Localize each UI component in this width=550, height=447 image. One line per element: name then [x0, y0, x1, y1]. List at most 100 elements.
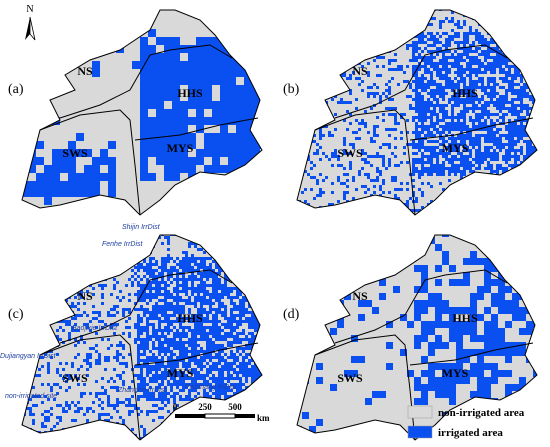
- irrigated-cell: [134, 341, 137, 344]
- irrigated-cell: [257, 395, 260, 398]
- irrigated-cell: [529, 38, 532, 41]
- irrigated-cell: [478, 77, 481, 80]
- irrigated-cell: [164, 257, 167, 260]
- irrigated-cell: [508, 65, 511, 68]
- irrigated-cell: [220, 61, 228, 69]
- irrigated-cell: [382, 56, 385, 59]
- irrigated-cell: [505, 17, 508, 20]
- irrigated-cell: [337, 179, 340, 182]
- irrigated-cell: [167, 323, 170, 326]
- irrigated-cell: [361, 212, 364, 215]
- irrigated-cell: [397, 200, 400, 203]
- irrigated-cell: [245, 338, 248, 341]
- irrigated-cell: [185, 263, 188, 266]
- irrigated-cell: [511, 134, 514, 137]
- irrigated-cell: [439, 26, 442, 29]
- irrigated-cell: [173, 314, 176, 317]
- irrigated-cell: [535, 152, 537, 155]
- irrigated-cell: [532, 41, 535, 44]
- irrigated-cell: [263, 308, 266, 311]
- irrigated-cell: [164, 374, 167, 377]
- irrigated-cell: [352, 131, 355, 134]
- irrigated-cell: [514, 89, 517, 92]
- irrigated-cell: [529, 194, 532, 197]
- irrigated-cell: [65, 410, 68, 413]
- irrigated-cell: [107, 380, 110, 383]
- irrigated-cell: [116, 431, 119, 434]
- irrigated-cell: [454, 200, 457, 203]
- irrigated-cell: [508, 143, 511, 146]
- irrigated-cell: [209, 302, 212, 305]
- irrigated-cell: [358, 5, 361, 8]
- irrigated-cell: [364, 44, 367, 47]
- irrigated-cell: [427, 170, 430, 173]
- irrigated-cell: [218, 239, 221, 242]
- irrigated-cell: [146, 392, 149, 395]
- irrigated-cell: [463, 155, 466, 158]
- irrigated-cell: [185, 407, 188, 410]
- irrigated-cell: [460, 56, 463, 59]
- irrigated-cell: [508, 131, 511, 134]
- irrigated-cell: [228, 149, 236, 157]
- irrigated-cell: [107, 422, 110, 425]
- irrigated-cell: [86, 269, 89, 272]
- irrigated-cell: [454, 98, 457, 101]
- irrigated-cell: [478, 167, 481, 170]
- irrigated-cell: [514, 98, 517, 101]
- irrigated-cell: [167, 347, 170, 350]
- irrigated-cell: [535, 167, 537, 170]
- irrigated-cell: [457, 20, 460, 23]
- irrigated-cell: [146, 332, 149, 335]
- irrigated-cell: [454, 164, 457, 167]
- irrigated-cell: [343, 23, 346, 26]
- irrigated-cell: [343, 206, 346, 209]
- irrigated-cell: [484, 59, 487, 62]
- irrigated-cell: [496, 143, 499, 146]
- irrigated-cell: [236, 293, 239, 296]
- irrigated-cell: [221, 347, 224, 350]
- irrigated-cell: [149, 260, 152, 263]
- irrigated-cell: [538, 176, 541, 179]
- irrigated-cell: [472, 83, 475, 86]
- irrigated-cell: [487, 68, 490, 71]
- irrigated-cell: [535, 23, 537, 26]
- irrigated-cell: [176, 290, 179, 293]
- irrigated-cell: [505, 50, 508, 53]
- irrigated-cell: [125, 308, 128, 311]
- irrigated-cell: [472, 95, 475, 98]
- irrigated-cell: [131, 254, 134, 257]
- irrigated-cell: [412, 116, 415, 119]
- irrigated-cell: [140, 308, 143, 311]
- irrigated-cell: [463, 140, 466, 143]
- irrigated-cell: [170, 338, 173, 341]
- irrigated-cell: [137, 350, 140, 353]
- irrigated-cell: [179, 359, 182, 362]
- irrigated-cell: [131, 269, 134, 272]
- irrigated-cell: [475, 47, 478, 50]
- irrigated-cell: [430, 122, 433, 125]
- irrigated-cell: [125, 365, 128, 368]
- irrigated-cell: [499, 203, 502, 206]
- irrigated-cell: [487, 137, 490, 140]
- irrigated-cell: [200, 281, 203, 284]
- irrigated-cell: [529, 170, 532, 173]
- irrigated-cell: [92, 401, 95, 404]
- irrigated-cell: [206, 242, 209, 245]
- irrigated-cell: [143, 251, 146, 254]
- irrigated-cell: [152, 272, 155, 275]
- irrigated-cell: [370, 92, 373, 95]
- irrigated-cell: [76, 189, 84, 197]
- irrigated-cell: [421, 116, 424, 119]
- irrigated-cell: [224, 275, 227, 278]
- irrigated-cell: [433, 80, 436, 83]
- irrigated-cell: [134, 407, 137, 410]
- irrigated-cell: [412, 140, 415, 143]
- irrigated-cell: [523, 164, 526, 167]
- irrigated-cell: [535, 131, 537, 134]
- irrigated-cell: [191, 260, 194, 263]
- irrigated-cell: [496, 92, 499, 95]
- irrigated-cell: [403, 10, 406, 11]
- irrigated-cell: [460, 101, 463, 104]
- irrigated-cell: [233, 317, 236, 320]
- irrigated-cell: [346, 41, 349, 44]
